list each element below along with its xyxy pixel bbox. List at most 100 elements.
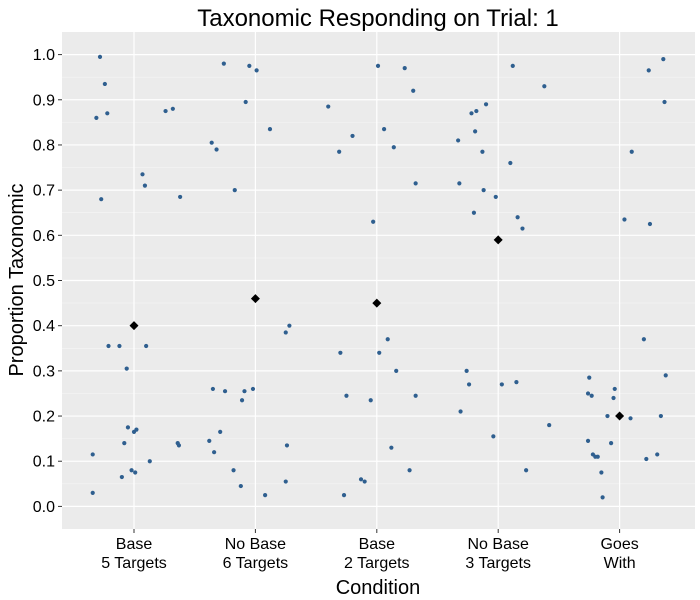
data-point: [600, 495, 605, 500]
y-tick-label: 0.2: [33, 409, 55, 426]
data-point: [247, 63, 252, 68]
y-tick-label: 0.4: [33, 318, 55, 335]
data-point: [210, 386, 216, 392]
data-point: [609, 441, 614, 446]
y-tick-label: 1.0: [33, 47, 55, 64]
y-tick-label: 0.3: [33, 363, 55, 380]
data-point: [493, 194, 498, 200]
data-point: [178, 194, 183, 200]
data-point: [283, 330, 288, 335]
data-point: [362, 479, 367, 484]
data-point: [350, 133, 355, 139]
data-point: [469, 111, 474, 116]
data-point: [515, 215, 520, 220]
data-point: [338, 350, 343, 355]
data-point: [599, 470, 604, 475]
data-point: [222, 389, 228, 394]
x-tick-label: No Base 6 Targets: [223, 536, 289, 572]
data-point: [407, 468, 412, 473]
data-point: [263, 493, 268, 498]
data-point: [481, 188, 486, 193]
data-point: [480, 149, 485, 154]
data-point: [474, 108, 479, 114]
data-point: [391, 145, 396, 150]
data-point: [117, 343, 122, 349]
data-point: [622, 217, 627, 222]
x-tick-label: Goes With: [600, 536, 638, 572]
data-point: [629, 149, 634, 154]
data-point: [125, 425, 131, 430]
data-point: [254, 68, 259, 73]
data-point: [140, 172, 145, 177]
data-point: [641, 337, 646, 342]
data-point: [368, 398, 373, 403]
data-point: [585, 391, 591, 396]
data-point: [283, 479, 288, 484]
data-point: [134, 427, 139, 432]
x-tick-label: No Base 3 Targets: [465, 536, 531, 572]
data-point: [250, 386, 256, 392]
data-point: [589, 393, 594, 398]
data-point: [662, 99, 667, 105]
data-point: [473, 129, 478, 134]
y-tick-label: 0.5: [33, 273, 55, 290]
data-point: [628, 416, 633, 421]
data-point: [647, 221, 653, 227]
y-tick-label: 0.7: [33, 183, 55, 200]
data-points: [90, 54, 668, 500]
data-point: [129, 468, 134, 473]
data-point: [337, 149, 342, 154]
data-point: [508, 160, 513, 166]
x-axis: Base 5 Targets No Base 6 Targets Base 2 Targe…: [101, 529, 639, 572]
data-point: [267, 127, 273, 132]
y-tick-label: 0.9: [33, 92, 55, 109]
data-point: [499, 382, 504, 387]
mean-marker: [372, 298, 382, 308]
data-point: [483, 102, 489, 107]
x-axis-title: Condition: [336, 577, 421, 599]
data-point: [587, 375, 592, 380]
data-point: [243, 99, 248, 105]
data-point: [385, 337, 390, 342]
data-point: [524, 468, 529, 473]
data-point: [94, 115, 99, 120]
data-point: [471, 210, 477, 215]
data-point: [542, 84, 547, 89]
data-point: [341, 493, 347, 498]
data-point: [381, 127, 387, 132]
x-tick-label: Base 2 Targets: [344, 536, 410, 572]
data-point: [464, 368, 469, 373]
y-tick-label: 0.1: [33, 454, 55, 471]
y-axis: 0.0 0.1 0.2 0.3 0.4 0.5 0.6 0.7 0.8 0.9 1.0: [33, 47, 62, 516]
data-point: [133, 470, 138, 475]
data-point: [644, 456, 649, 462]
data-point: [122, 441, 127, 446]
data-point: [402, 66, 407, 71]
data-point: [142, 183, 148, 188]
mean-marker: [615, 411, 625, 421]
data-point: [456, 138, 461, 143]
y-tick-label: 0.6: [33, 228, 55, 245]
data-point: [663, 373, 668, 378]
data-point: [209, 140, 214, 145]
data-point: [214, 147, 219, 152]
data-point: [287, 323, 292, 328]
mean-marker: [493, 235, 503, 245]
data-point: [218, 429, 223, 434]
data-point: [655, 452, 660, 457]
data-point: [344, 393, 349, 398]
data-point: [358, 477, 364, 482]
data-point: [394, 368, 399, 373]
y-axis-title: Proportion Taxonomic: [6, 183, 28, 376]
y-tick-label: 0.8: [33, 137, 55, 154]
data-point: [207, 438, 212, 443]
data-point: [163, 108, 168, 114]
mean-markers: [129, 235, 625, 421]
data-point: [514, 380, 519, 385]
data-point: [176, 443, 182, 448]
data-point: [106, 343, 111, 349]
data-point: [646, 68, 651, 73]
data-point: [90, 452, 95, 457]
data-point: [595, 454, 600, 459]
data-point: [124, 366, 129, 371]
